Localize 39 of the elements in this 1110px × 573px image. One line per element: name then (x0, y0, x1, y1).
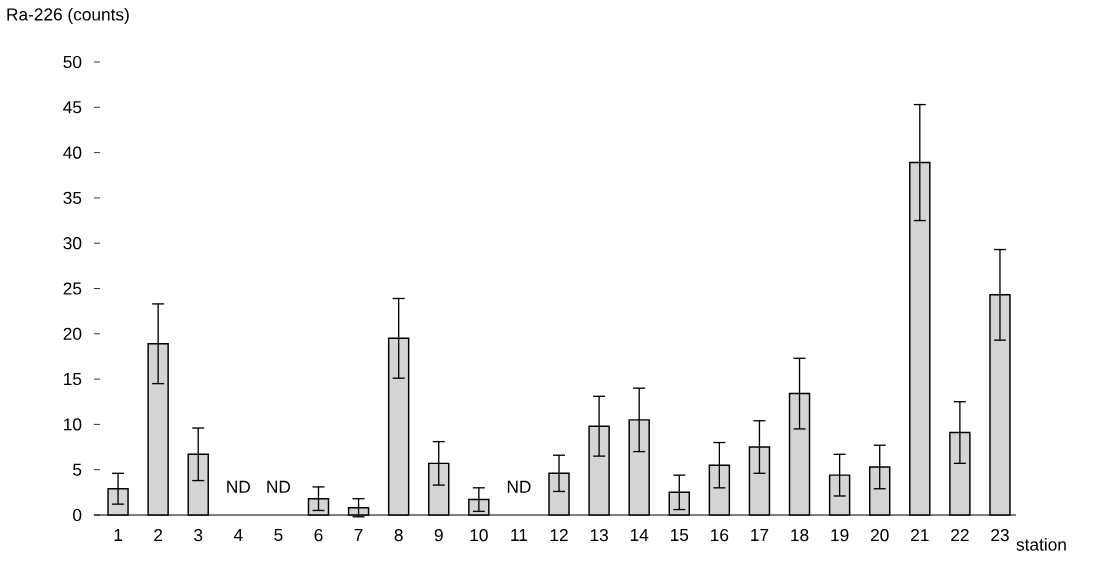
y-tick-label: 25 (63, 282, 82, 295)
y-tick-label: 20 (63, 327, 82, 340)
x-tick-label: 23 (991, 529, 1009, 542)
x-tick-label: 18 (791, 529, 809, 542)
y-tick-label: 45 (63, 101, 82, 114)
x-tick-label: 9 (434, 529, 443, 542)
x-tick-label: 13 (590, 529, 608, 542)
y-tick-label: 30 (63, 237, 82, 250)
annotation: ND (227, 480, 250, 493)
x-tick-label: 11 (511, 529, 528, 541)
y-tick-label: 15 (64, 373, 82, 386)
x-tick-label: 1 (114, 529, 123, 541)
x-tick-label: 21 (911, 529, 929, 542)
x-tick-label: 2 (154, 529, 163, 542)
x-tick-label: 3 (194, 529, 203, 542)
y-tick-label: 40 (63, 146, 82, 159)
x-tick-label: 22 (951, 529, 969, 542)
y-tick-label: 10 (64, 418, 82, 431)
x-tick-label: 5 (274, 529, 283, 542)
y-axis-title: Ra-226 (counts) (7, 7, 129, 24)
x-tick-label: 16 (711, 529, 729, 542)
x-tick-label: 19 (831, 529, 849, 542)
x-axis-title: station (1016, 538, 1066, 551)
x-tick-label: 8 (394, 529, 403, 542)
y-tick-label: 35 (63, 191, 82, 205)
x-tick-label: 7 (354, 529, 363, 541)
y-tick-label: 5 (73, 463, 82, 476)
x-tick-label: 12 (550, 529, 568, 542)
x-tick-label: 15 (670, 529, 689, 542)
annotation: ND (267, 480, 291, 493)
x-tick-label: 14 (630, 529, 649, 541)
x-tick-label: 17 (751, 529, 769, 541)
x-tick-label: 10 (470, 529, 488, 542)
annotation: ND (507, 480, 531, 493)
x-tick-label: 6 (314, 529, 323, 542)
y-tick-label: 50 (63, 55, 82, 69)
x-tick-label: 4 (233, 529, 243, 541)
x-tick-label: 20 (870, 529, 889, 542)
y-tick-label: 0 (73, 508, 82, 522)
